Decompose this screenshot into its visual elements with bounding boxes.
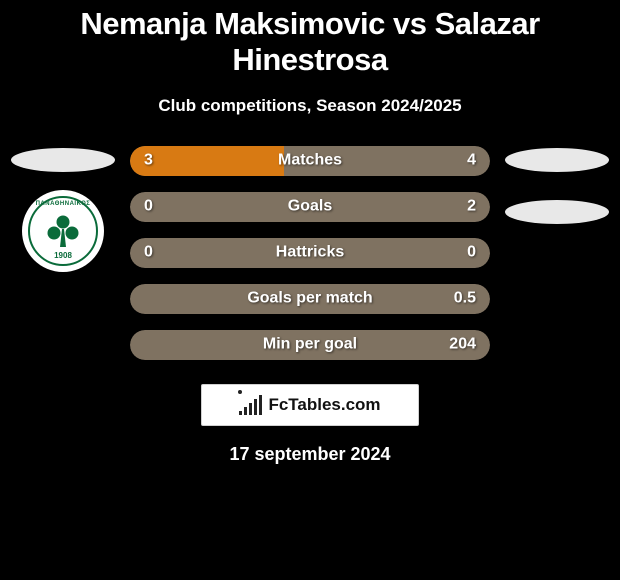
bar-label: Matches <box>278 152 342 170</box>
stat-bar: 0 Goals 2 <box>130 192 490 222</box>
bar-left-value: 0 <box>144 198 153 216</box>
left-club-badge: ΠΑΝΑΘΗΝΑΪΚΟΣ 1908 <box>22 190 104 272</box>
bar-right-value: 2 <box>467 198 476 216</box>
source-logo: FcTables.com <box>201 384 419 426</box>
date-text: 17 september 2024 <box>0 444 620 465</box>
bar-right-value: 0 <box>467 244 476 262</box>
subtitle: Club competitions, Season 2024/2025 <box>0 96 620 116</box>
left-player-placeholder <box>11 148 115 172</box>
bar-right-value: 4 <box>467 152 476 170</box>
logo-bar-segment <box>239 411 242 415</box>
left-column: ΠΑΝΑΘΗΝΑΪΚΟΣ 1908 <box>8 146 118 272</box>
logo-bar-segment <box>249 403 252 415</box>
shamrock-icon <box>43 211 83 251</box>
bar-label: Goals per match <box>247 290 372 308</box>
stat-bar: 0 Hattricks 0 <box>130 238 490 268</box>
bar-right-value: 0.5 <box>454 290 476 308</box>
club-badge-year: 1908 <box>54 251 72 260</box>
right-club-placeholder <box>505 200 609 224</box>
right-column <box>502 146 612 224</box>
main-row: ΠΑΝΑΘΗΝΑΪΚΟΣ 1908 3 Matches 4 0 Goals 2 0 Hattr… <box>0 146 620 360</box>
logo-bar-segment <box>254 399 257 415</box>
bar-label: Min per goal <box>263 336 357 354</box>
right-player-placeholder <box>505 148 609 172</box>
bar-fill <box>130 146 284 176</box>
bar-left-value: 0 <box>144 244 153 262</box>
stat-bar: Min per goal 204 <box>130 330 490 360</box>
logo-bar-segment <box>259 395 262 415</box>
page-title: Nemanja Maksimovic vs Salazar Hinestrosa <box>0 0 620 78</box>
bar-left-value: 3 <box>144 152 153 170</box>
logo-bar-segment <box>244 407 247 415</box>
stat-bar: 3 Matches 4 <box>130 146 490 176</box>
logo-dot <box>238 390 242 394</box>
bar-label: Hattricks <box>276 244 344 262</box>
club-badge-ring: ΠΑΝΑΘΗΝΑΪΚΟΣ 1908 <box>28 196 98 266</box>
bar-right-value: 204 <box>449 336 476 354</box>
logo-bars-icon <box>239 395 262 415</box>
club-badge-text-top: ΠΑΝΑΘΗΝΑΪΚΟΣ <box>36 201 91 207</box>
source-logo-text: FcTables.com <box>268 395 380 415</box>
stat-bar: Goals per match 0.5 <box>130 284 490 314</box>
bar-label: Goals <box>288 198 332 216</box>
stats-bars: 3 Matches 4 0 Goals 2 0 Hattricks 0 Goals per mat… <box>130 146 490 360</box>
comparison-card: Nemanja Maksimovic vs Salazar Hinestrosa… <box>0 0 620 580</box>
